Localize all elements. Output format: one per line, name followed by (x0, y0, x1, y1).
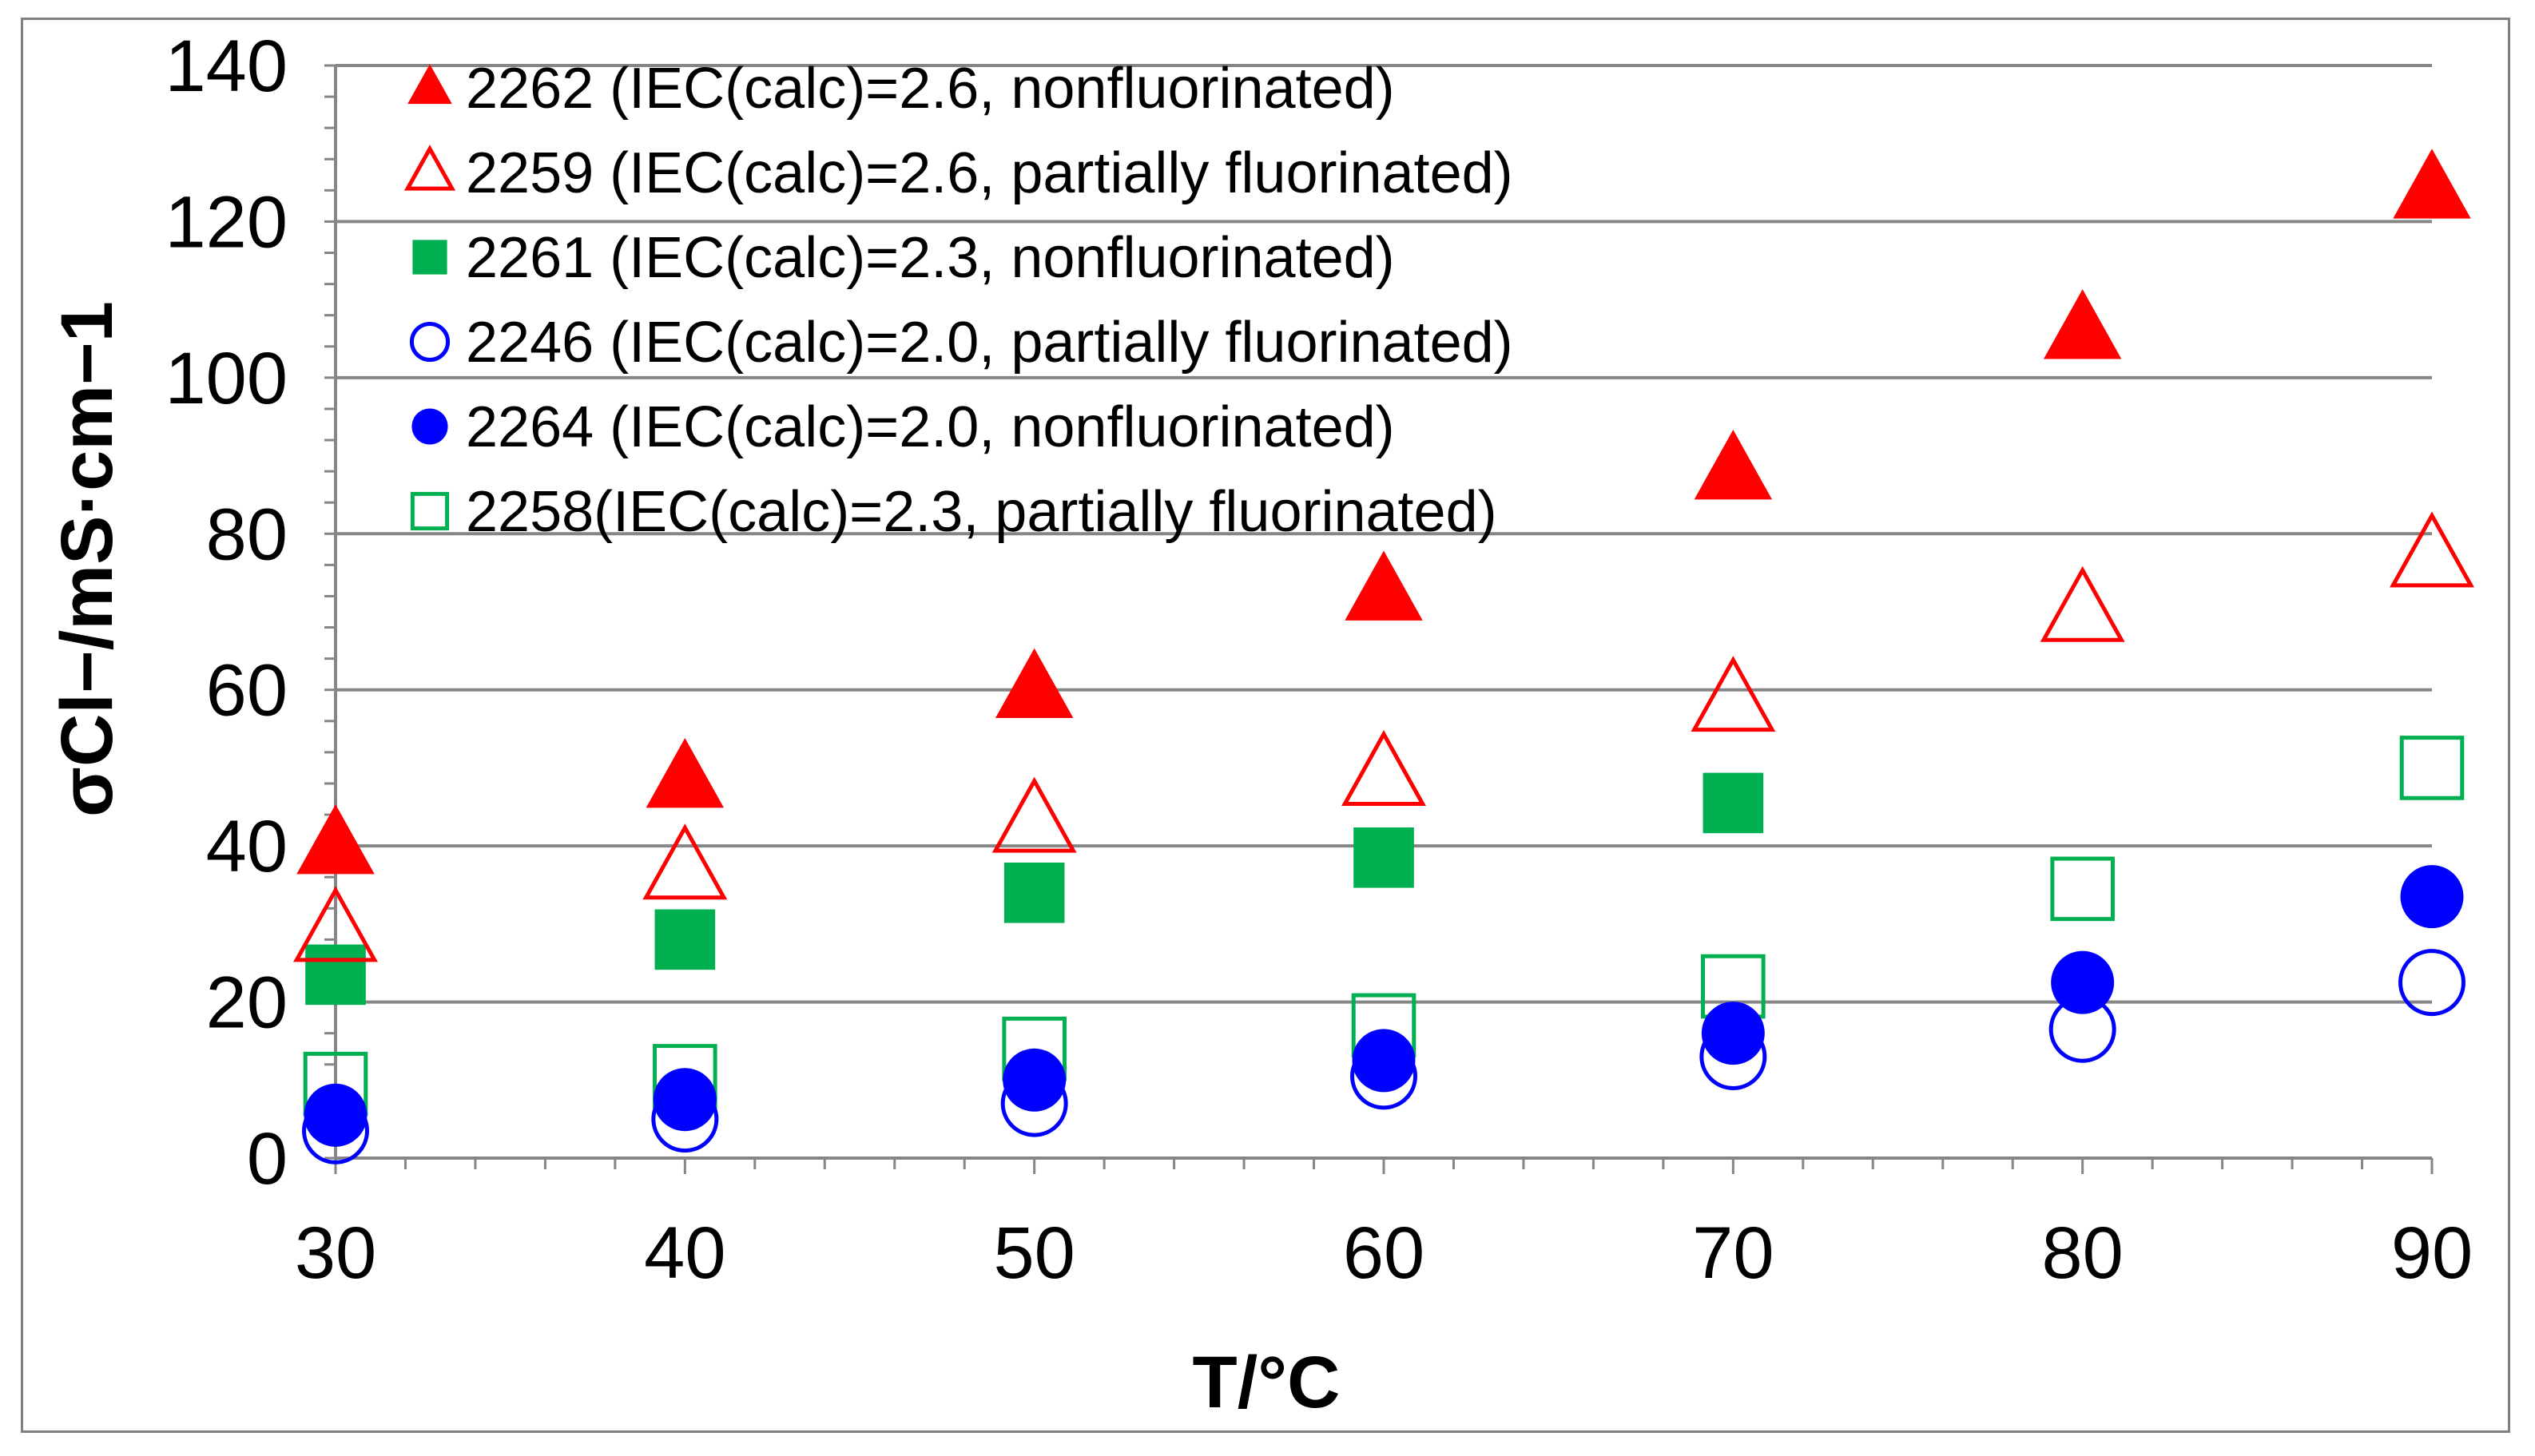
y-tick-label-100: 100 (165, 338, 288, 419)
x-tick-label-80: 80 (2041, 1212, 2123, 1294)
x-tick-label-50: 50 (993, 1212, 1075, 1294)
legend-label-3: 2246 (IEC(calc)=2.0, partially fluorinat… (466, 311, 1513, 375)
data-point-2262-60 (1345, 550, 1423, 621)
y-axis-title: σCl−/mS·cm−1 (46, 301, 128, 817)
data-point-2264-90 (2400, 865, 2464, 929)
legend-marker-3 (409, 321, 451, 363)
data-point-2261-50 (1003, 862, 1065, 923)
legend-marker-2 (412, 240, 447, 275)
data-point-2261-60 (1353, 827, 1414, 888)
data-point-2246-90 (2398, 949, 2465, 1017)
legend-label-2: 2261 (IEC(calc)=2.3, nonfluorinated) (466, 226, 1395, 290)
x-tick-label-90: 90 (2391, 1212, 2473, 1294)
data-point-2259-50 (991, 776, 1077, 853)
data-point-2246-40 (651, 1085, 719, 1153)
data-points (293, 149, 2474, 1164)
x-tick-labels: 30 40 50 60 70 80 90 (295, 1212, 2473, 1294)
legend-label-1: 2259 (IEC(calc)=2.6, partially fluorinat… (466, 141, 1513, 205)
data-point-2264-80 (2051, 950, 2115, 1014)
y-tick-label-120: 120 (165, 181, 288, 263)
y-tick-label-60: 60 (206, 650, 288, 732)
data-point-2261-40 (654, 909, 716, 970)
data-point-2259-60 (1341, 729, 1426, 806)
data-point-2246-70 (1699, 1022, 1767, 1090)
legend-marker-0 (407, 64, 452, 105)
x-tick-label-60: 60 (1343, 1212, 1424, 1294)
data-point-2259-40 (642, 823, 728, 900)
data-point-2246-30 (302, 1097, 369, 1164)
legend-label-0: 2262 (IEC(calc)=2.6, nonfluorinated) (466, 57, 1395, 121)
y-tick-label-80: 80 (206, 494, 288, 575)
data-point-2262-40 (646, 738, 725, 808)
data-point-2262-80 (2043, 289, 2122, 359)
data-point-2264-60 (1352, 1029, 1416, 1093)
data-point-2259-90 (2390, 511, 2474, 588)
legend: 2262 (IEC(calc)=2.6, nonfluorinated) 2259… (403, 57, 1513, 544)
data-point-2258-90 (2399, 736, 2465, 800)
legend-marker-4 (411, 408, 448, 445)
x-tick-label-30: 30 (295, 1212, 376, 1294)
data-point-2258-80 (2050, 856, 2115, 922)
y-tick-label-0: 0 (247, 1118, 288, 1200)
data-point-2264-50 (1003, 1048, 1067, 1112)
legend-marker-5 (410, 491, 450, 531)
data-point-2262-70 (1694, 430, 1773, 500)
x-axis-title: T/°C (1193, 1342, 1341, 1423)
chart-frame (21, 18, 2510, 1433)
y-tick-label-140: 140 (165, 26, 288, 107)
data-point-2261-30 (305, 944, 366, 1006)
y-tick-label-20: 20 (206, 962, 288, 1044)
data-point-2261-70 (1703, 772, 1764, 834)
data-point-2259-80 (2040, 565, 2125, 642)
data-point-2264-30 (304, 1083, 368, 1147)
legend-marker-1 (403, 145, 456, 191)
data-point-2246-60 (1350, 1042, 1417, 1110)
data-point-2262-30 (296, 804, 375, 875)
data-point-2262-50 (995, 648, 1074, 718)
data-point-2264-40 (653, 1068, 717, 1132)
y-tick-label-40: 40 (206, 806, 288, 887)
x-tick-label-70: 70 (1692, 1212, 1774, 1294)
data-point-2246-80 (2048, 995, 2116, 1063)
x-tick-label-40: 40 (644, 1212, 725, 1294)
y-tick-labels: 0 20 40 60 80 100 120 140 (165, 26, 288, 1200)
data-point-2259-30 (293, 886, 378, 962)
data-point-2262-90 (2393, 149, 2471, 219)
data-point-2246-50 (1000, 1069, 1068, 1137)
legend-label-5: 2258(IEC(calc)=2.3, partially fluorinate… (466, 480, 1497, 544)
data-point-2259-70 (1691, 656, 1776, 732)
data-point-2264-70 (1701, 1002, 1765, 1065)
legend-label-4: 2264 (IEC(calc)=2.0, nonfluorinated) (466, 395, 1395, 459)
